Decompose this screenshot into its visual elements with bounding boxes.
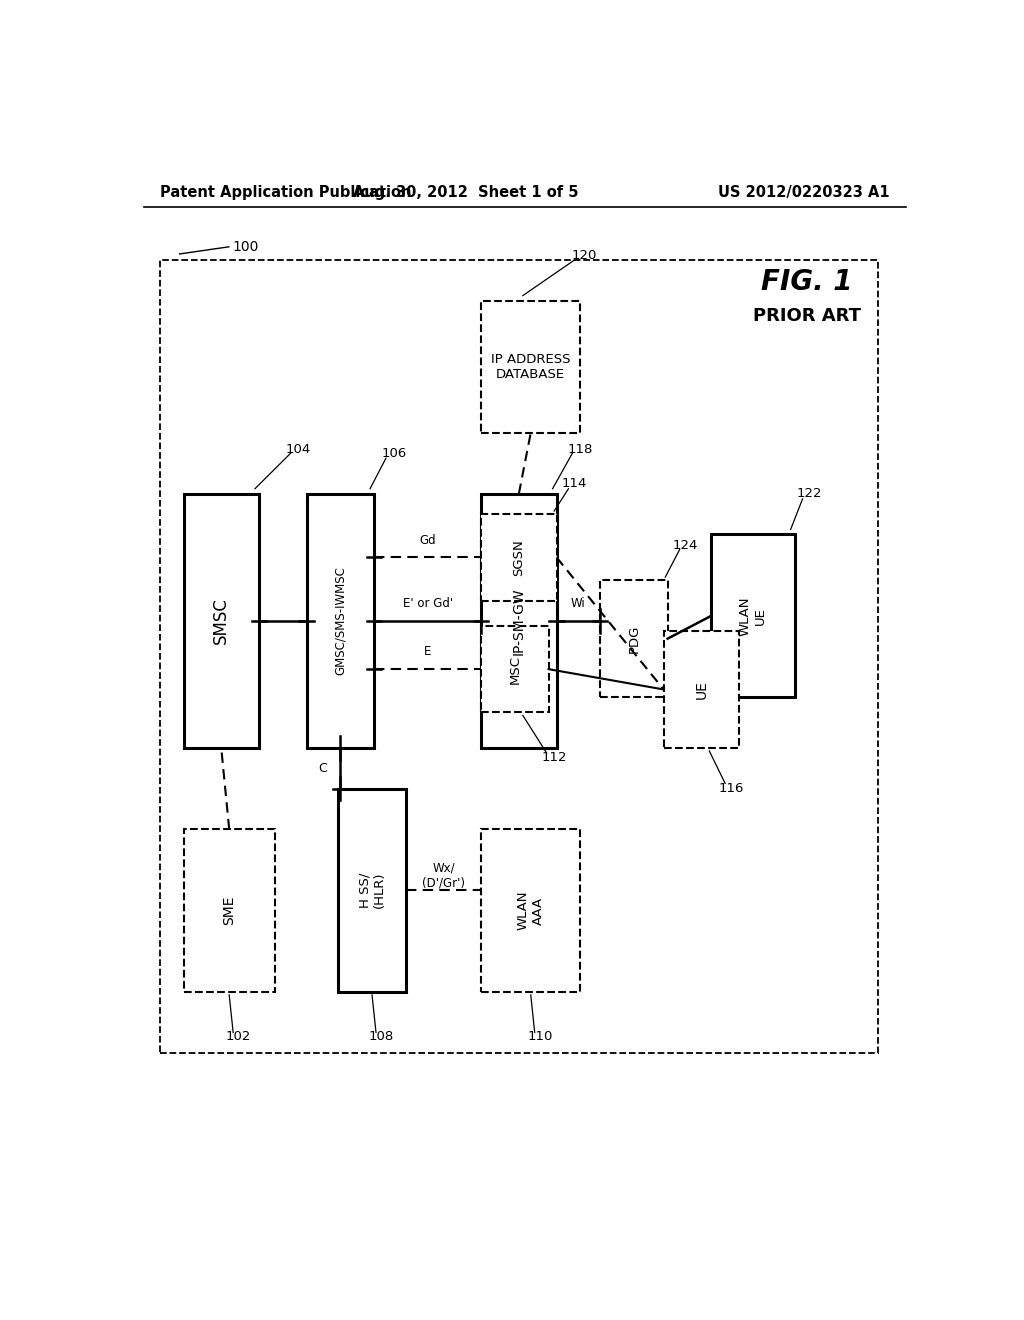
Text: 100: 100 [232, 240, 259, 253]
Text: 124: 124 [673, 539, 697, 552]
Text: IP-SM-GW: IP-SM-GW [512, 587, 526, 655]
Text: PDG: PDG [628, 624, 640, 653]
Bar [160, 260, 878, 1053]
Text: WLAN
AAA: WLAN AAA [517, 891, 545, 931]
Bar [481, 626, 549, 713]
Text: Patent Application Publication: Patent Application Publication [160, 185, 412, 201]
Bar [183, 494, 259, 748]
Text: 114: 114 [561, 477, 587, 490]
Text: Aug. 30, 2012  Sheet 1 of 5: Aug. 30, 2012 Sheet 1 of 5 [352, 185, 578, 201]
Bar [481, 515, 557, 601]
Bar [306, 494, 374, 748]
Text: 120: 120 [572, 249, 597, 263]
Text: H SS/
(HLR): H SS/ (HLR) [358, 873, 386, 908]
Text: PRIOR ART: PRIOR ART [753, 308, 860, 325]
Bar [481, 829, 581, 991]
Text: E: E [424, 645, 431, 659]
Bar [481, 494, 557, 748]
Text: MSC: MSC [508, 655, 521, 684]
Text: 110: 110 [527, 1030, 553, 1043]
Text: Gd: Gd [419, 533, 436, 546]
Text: 122: 122 [796, 487, 821, 500]
Text: 116: 116 [719, 781, 744, 795]
Text: 106: 106 [381, 446, 407, 459]
Text: GMSC/SMS-IWMSC: GMSC/SMS-IWMSC [334, 566, 347, 676]
Text: 102: 102 [226, 1030, 252, 1043]
Text: Wi: Wi [571, 597, 586, 610]
Text: SMSC: SMSC [212, 598, 230, 644]
Bar [712, 535, 795, 697]
Bar [600, 581, 668, 697]
Text: US 2012/0220323 A1: US 2012/0220323 A1 [718, 185, 890, 201]
Text: IP ADDRESS
DATABASE: IP ADDRESS DATABASE [490, 352, 570, 380]
Bar [338, 788, 406, 991]
Text: (D'/Gr'): (D'/Gr') [422, 876, 465, 890]
Text: 118: 118 [567, 442, 593, 455]
Text: FIG. 1: FIG. 1 [761, 268, 852, 297]
Text: C: C [318, 762, 328, 775]
Text: UE: UE [694, 680, 709, 698]
Bar [664, 631, 739, 748]
Text: 108: 108 [369, 1030, 394, 1043]
Text: SGSN: SGSN [512, 539, 525, 576]
Text: WLAN
UE: WLAN UE [739, 597, 767, 635]
Bar [183, 829, 274, 991]
Text: 104: 104 [286, 442, 311, 455]
Text: Wx/: Wx/ [432, 862, 455, 874]
Bar [481, 301, 581, 433]
Text: E' or Gd': E' or Gd' [402, 597, 453, 610]
Text: 112: 112 [542, 751, 567, 763]
Text: SME: SME [222, 896, 237, 925]
